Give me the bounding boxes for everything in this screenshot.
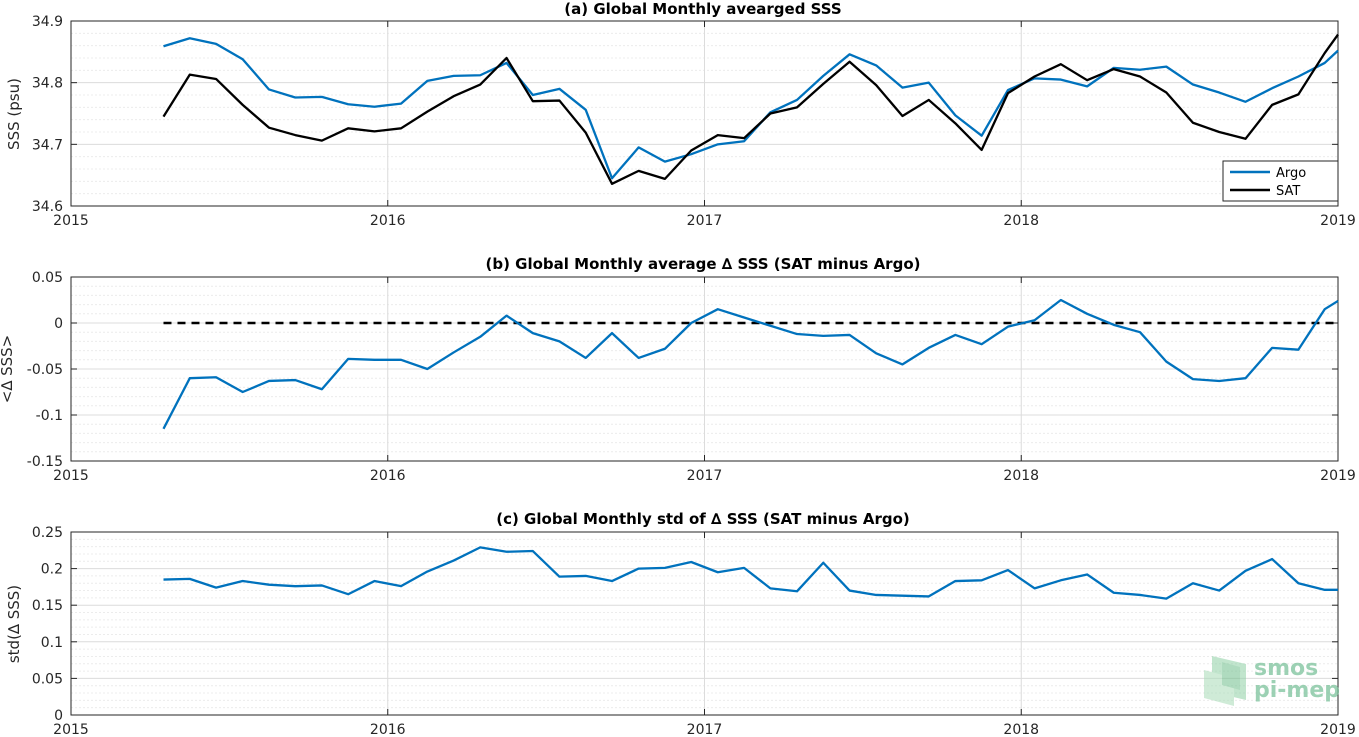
y-tick-label: 0.05 <box>32 270 63 286</box>
y-tick-label: -0.15 <box>27 454 63 470</box>
y-tick-label: 34.9 <box>32 14 63 30</box>
legend-label-sat: SAT <box>1276 184 1300 199</box>
x-tick-label: 2015 <box>53 213 89 229</box>
y-tick-label: 0 <box>54 708 63 724</box>
y-tick-label: 0.1 <box>41 635 63 651</box>
smos-pimep-logo: smos pi-mep <box>1204 656 1340 706</box>
y-tick-label: 0.25 <box>32 525 63 541</box>
chart-title: (b) Global Monthly average ∆ SSS (SAT mi… <box>486 255 921 273</box>
grid <box>70 531 1339 716</box>
y-tick-label: -0.1 <box>36 408 63 424</box>
x-tick-label: 2019 <box>1320 722 1356 737</box>
chart-title: (a) Global Monthly avearged SSS <box>564 0 841 18</box>
delta-sss-series-line <box>163 546 1338 600</box>
legend-label-argo: Argo <box>1276 166 1306 181</box>
logo-mark-icon <box>1204 656 1246 706</box>
panel-b: (b) Global Monthly average ∆ SSS (SAT mi… <box>0 255 1356 484</box>
x-tick-label: 2019 <box>1320 213 1356 229</box>
logo-text-pimep: pi-mep <box>1254 678 1340 703</box>
grid <box>70 20 1339 207</box>
x-tick-label: 2018 <box>1003 722 1039 737</box>
y-tick-label: 34.6 <box>32 199 63 215</box>
x-tick-label: 2017 <box>687 468 723 484</box>
y-tick-label: 34.7 <box>32 137 63 153</box>
x-tick-label: 2018 <box>1003 213 1039 229</box>
x-tick-label: 2017 <box>687 213 723 229</box>
y-tick-label: 34.8 <box>32 76 63 92</box>
legend-box <box>1222 160 1339 202</box>
series-group <box>162 33 1339 185</box>
chart-title: (c) Global Monthly std of ∆ SSS (SAT min… <box>496 510 910 528</box>
legend: Argo SAT <box>1222 160 1339 202</box>
x-tick-label: 2019 <box>1320 468 1356 484</box>
y-tick-label: 0.2 <box>41 562 63 578</box>
x-tick-label: 2018 <box>1003 468 1039 484</box>
logo-text-smos: smos <box>1254 656 1318 681</box>
panel-c: (c) Global Monthly std of ∆ SSS (SAT min… <box>5 510 1356 737</box>
x-tick-label: 2015 <box>53 468 89 484</box>
y-tick-label: 0 <box>54 316 63 332</box>
y-tick-label: 0.05 <box>32 671 63 687</box>
panel-a: (a) Global Monthly avearged SSS SSS (psu… <box>5 0 1356 229</box>
x-tick-label: 2016 <box>370 213 406 229</box>
y-axis-label: <∆ SSS> <box>0 335 16 404</box>
delta-sss-series-line <box>162 298 1339 430</box>
y-axis-label: std(∆ SSS) <box>5 585 23 663</box>
x-tick-label: 2015 <box>53 722 89 737</box>
sat-series-line <box>162 33 1339 185</box>
grid <box>70 276 1339 462</box>
series-group <box>163 546 1338 600</box>
y-axis-label: SSS (psu) <box>5 78 23 150</box>
x-tick-label: 2016 <box>370 722 406 737</box>
y-tick-label: -0.05 <box>27 362 63 378</box>
y-tick-label: 0.15 <box>32 598 63 614</box>
x-tick-label: 2017 <box>687 722 723 737</box>
series-group <box>162 298 1339 430</box>
x-tick-label: 2016 <box>370 468 406 484</box>
